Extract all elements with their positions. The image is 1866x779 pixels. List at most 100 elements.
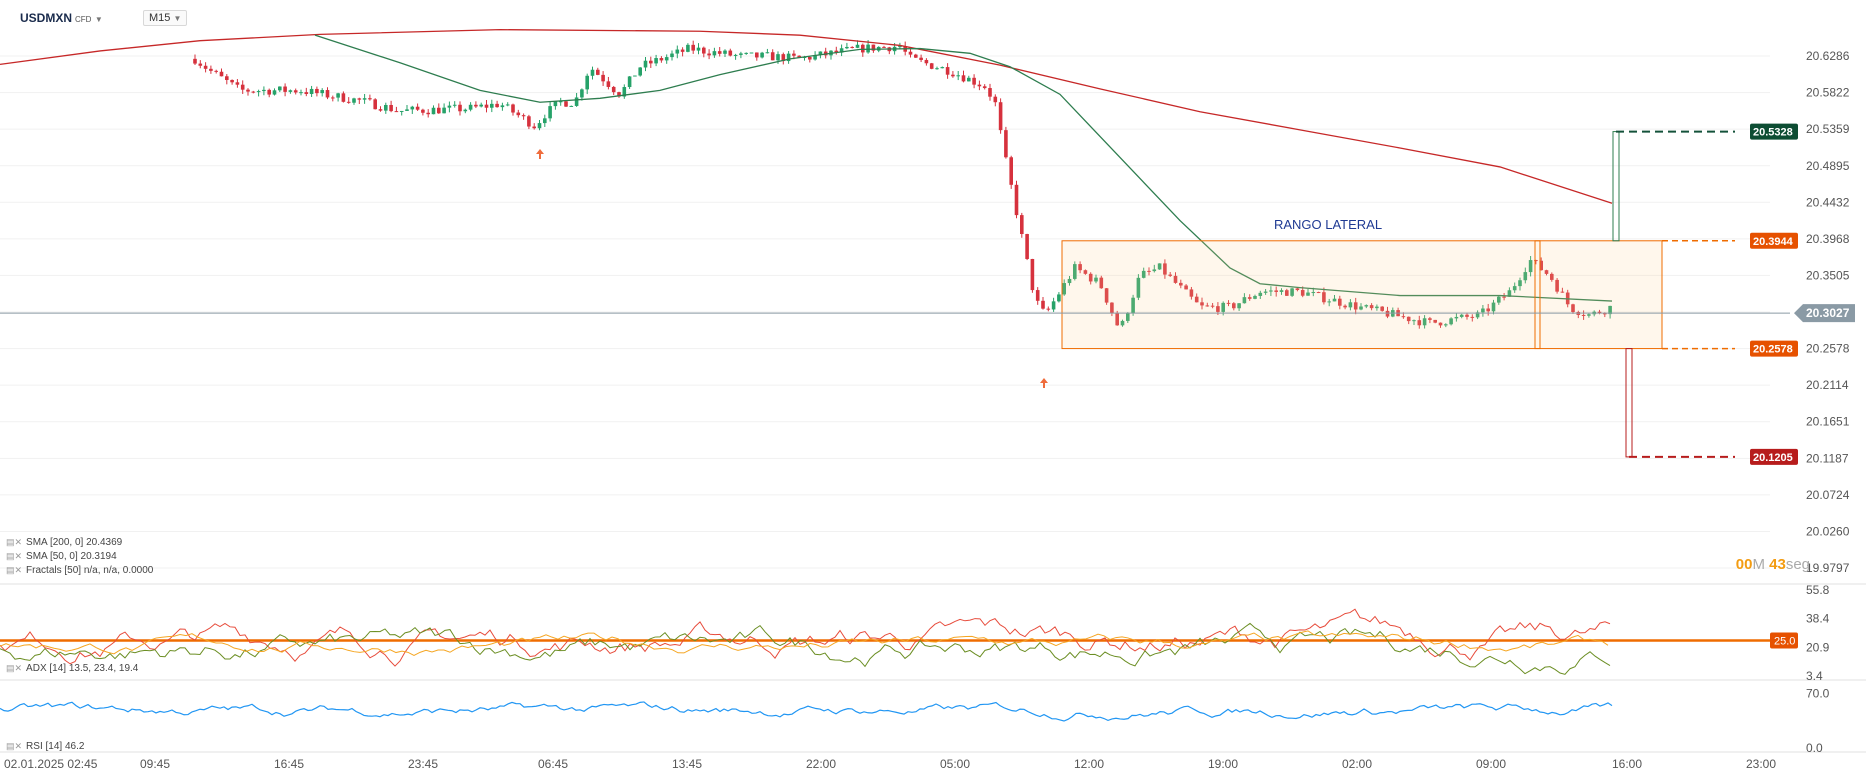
candle-body <box>1306 292 1310 296</box>
candle-body <box>214 70 218 72</box>
candle-body <box>1406 316 1411 322</box>
candle-body <box>664 57 669 61</box>
candle-body <box>961 75 966 82</box>
candle-body <box>399 110 404 112</box>
candle-body <box>834 50 839 53</box>
candle-body <box>1560 291 1565 293</box>
candle-body <box>1216 306 1220 312</box>
candle-body <box>940 67 945 69</box>
price-tick-label: 20.1651 <box>1806 415 1850 429</box>
candle-body <box>924 59 929 64</box>
candle-body <box>309 88 314 95</box>
time-tick-label: 09:00 <box>1476 757 1506 771</box>
candle-body <box>474 104 478 107</box>
indicator-label-sma200: ▤✕ SMA [200, 0] 20.4369 <box>6 537 123 548</box>
price-tick-label: 20.0724 <box>1806 488 1850 502</box>
candle-body <box>1534 260 1538 262</box>
settings-close-icon[interactable]: ▤✕ <box>6 565 23 575</box>
candle-body <box>861 44 865 53</box>
candle-body <box>1375 306 1379 309</box>
settings-close-icon[interactable]: ▤✕ <box>6 537 23 547</box>
adx-tick-label: 20.9 <box>1806 640 1830 654</box>
candle-body <box>1184 285 1188 290</box>
candle-body <box>898 46 902 48</box>
candle-body <box>1025 234 1029 259</box>
current-price-badge <box>1794 304 1855 323</box>
candle-body <box>1035 290 1040 301</box>
candle-body <box>209 68 213 71</box>
candle-body <box>818 51 823 56</box>
candle-body <box>1062 283 1066 295</box>
candle-body <box>643 60 648 68</box>
indicator-label-sma50: ▤✕ SMA [50, 0] 20.3194 <box>6 551 117 562</box>
settings-close-icon[interactable]: ▤✕ <box>6 741 23 751</box>
price-tick-label: 20.1187 <box>1806 451 1849 465</box>
price-tick-label: 20.4895 <box>1806 159 1850 173</box>
candle-body <box>304 92 309 95</box>
adx-tick-label: 3.4 <box>1806 669 1823 683</box>
sma200-line <box>0 28 1613 204</box>
price-tick-label: 20.5822 <box>1806 86 1850 100</box>
symbol-selector[interactable]: USDMXN CFD ▼ <box>20 11 103 25</box>
candle-body <box>325 90 330 98</box>
settings-close-icon[interactable]: ▤✕ <box>6 551 23 561</box>
candle-body <box>1014 184 1019 216</box>
candle-body <box>1518 280 1522 287</box>
candle-body <box>1486 308 1490 312</box>
rsi-tick-label: 0.0 <box>1806 741 1823 755</box>
candle-body <box>691 44 695 51</box>
candle-body <box>553 101 558 107</box>
time-tick-label: 13:45 <box>672 757 702 771</box>
candle-body <box>458 104 462 112</box>
candle-body <box>1226 302 1231 304</box>
candle-body <box>1136 277 1141 298</box>
candle-body <box>1555 279 1559 292</box>
candle-body <box>1332 298 1337 302</box>
candle-body <box>1449 318 1453 325</box>
candle-body <box>1428 318 1432 320</box>
candle-body <box>1179 282 1183 286</box>
candle-body <box>1242 297 1247 304</box>
adx-dmi-plus-line <box>0 608 1611 667</box>
candle-body <box>1470 316 1475 318</box>
timeframe-selector[interactable]: M15 ▼ <box>143 10 188 26</box>
candle-body <box>627 76 632 88</box>
candle-body <box>1263 291 1268 293</box>
candle-body <box>1073 264 1077 279</box>
candle-body <box>251 91 256 93</box>
candle-body <box>1491 302 1496 312</box>
candle-body <box>431 107 436 115</box>
candle-body <box>733 54 738 56</box>
candle-body <box>352 98 356 103</box>
candle-body <box>712 51 717 56</box>
price-tick-label: 20.6286 <box>1806 49 1850 63</box>
candle-body <box>1502 296 1506 298</box>
target-up-badge-text: 20.5328 <box>1753 127 1793 139</box>
candle-body <box>574 97 579 106</box>
candle-body <box>1459 314 1464 317</box>
candle-body <box>1253 295 1257 299</box>
candle-body <box>452 104 457 106</box>
range-marker <box>1534 240 1541 350</box>
candle-body <box>1083 270 1088 274</box>
candle-body <box>548 106 552 119</box>
target-up-badge <box>1750 123 1798 140</box>
candle-body <box>484 104 489 108</box>
candle-body <box>341 93 346 102</box>
candle-body <box>1316 292 1321 294</box>
candle-body <box>320 90 324 94</box>
candle-body <box>728 50 733 56</box>
range-upper-badge <box>1750 232 1798 249</box>
settings-close-icon[interactable]: ▤✕ <box>6 663 23 673</box>
candle-body <box>982 86 987 89</box>
candle-body <box>1343 305 1347 308</box>
candle-body <box>1269 290 1273 292</box>
candle-body <box>543 118 547 124</box>
target-down-bar <box>1625 348 1633 458</box>
candle-body <box>1295 288 1300 291</box>
candle-body <box>1115 313 1119 326</box>
candle-body <box>1417 320 1422 326</box>
price-tick-label: 20.2578 <box>1806 342 1850 356</box>
candle-body <box>479 104 483 107</box>
